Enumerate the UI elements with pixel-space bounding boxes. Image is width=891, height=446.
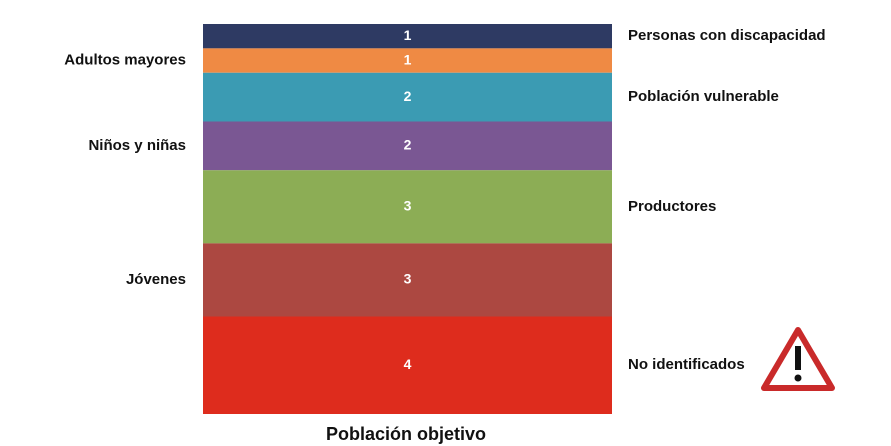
value-label: 1 (404, 51, 412, 67)
bar-segment (203, 24, 612, 49)
value-label: 3 (404, 198, 412, 214)
legend-label: Productores (628, 198, 716, 215)
legend-label: Niños y niñas (88, 137, 186, 154)
bar-segment (203, 72, 612, 122)
value-label: 2 (404, 88, 412, 104)
warning-icon (761, 327, 835, 391)
bar-segment (203, 243, 612, 317)
bar-segment (203, 48, 612, 73)
bar-segment (203, 316, 612, 414)
legend-label: Personas con discapacidad (628, 27, 826, 44)
legend-label: No identificados (628, 356, 745, 373)
chart-title: Población objetivo (326, 424, 486, 444)
value-label: 4 (404, 356, 412, 372)
value-label: 3 (404, 271, 412, 287)
bar-segment (203, 170, 612, 244)
value-label: 1 (404, 27, 412, 43)
legend-label: Población vulnerable (628, 88, 779, 105)
legend-label: Adultos mayores (64, 52, 186, 69)
bar-segment (203, 121, 612, 171)
value-label: 2 (404, 137, 412, 153)
legend-label: Jóvenes (126, 271, 186, 288)
